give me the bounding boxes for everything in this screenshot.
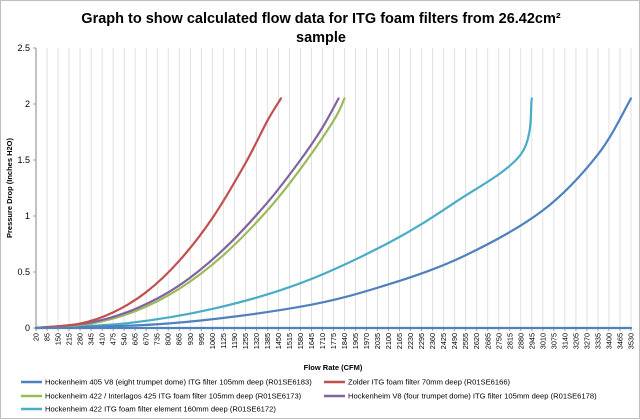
x-tick-label: 930	[186, 333, 195, 345]
x-tick-label: 1450	[274, 333, 283, 349]
chart-title-line-1: Graph to show calculated flow data for I…	[81, 11, 561, 27]
x-tick-label: 2035	[373, 333, 382, 349]
x-tick-label: 2945	[527, 333, 536, 349]
x-tick-label: 85	[43, 333, 52, 341]
y-tick-label: 1.5	[17, 155, 30, 165]
y-tick-label: 0	[25, 323, 30, 333]
gridlines	[35, 48, 632, 328]
x-tick-label: 3335	[593, 333, 602, 349]
legend-label-2: Zolder ITG foam filter 70mm deep (R01SE6…	[348, 378, 511, 387]
x-tick-label: 2880	[516, 333, 525, 349]
legend-label-5: Hockenheim 422 ITG foam filter element 1…	[45, 405, 276, 414]
legend: Hockenheim 405 V8 (eight trumpet dome) I…	[21, 378, 597, 414]
series-line-5	[34, 97, 533, 330]
x-tick-label: 2360	[428, 333, 437, 349]
x-tick-label: 2685	[483, 333, 492, 349]
x-tick-label: 20	[32, 333, 41, 341]
x-tick-label: 1515	[285, 333, 294, 349]
x-tick-label: 2620	[472, 333, 481, 349]
series-line-2	[34, 97, 283, 330]
x-tick-label: 605	[131, 333, 140, 345]
x-tick-label: 1775	[329, 333, 338, 349]
x-tick-label: 345	[87, 333, 96, 345]
series-line-4	[34, 97, 340, 330]
x-tick-label: 3075	[549, 333, 558, 349]
x-tick-label: 3010	[538, 333, 547, 349]
axes	[33, 47, 632, 331]
x-tick-label: 670	[142, 333, 151, 345]
x-tick-label: 1905	[351, 333, 360, 349]
x-tick-label: 3400	[604, 333, 613, 349]
series-lines	[34, 97, 633, 330]
x-tick-label: 1125	[219, 333, 228, 349]
x-tick-label: 2295	[417, 333, 426, 349]
series-line-6	[34, 97, 633, 330]
legend-label-1: Hockenheim 405 V8 (eight trumpet dome) I…	[45, 378, 312, 387]
y-tick-label: 0.5	[17, 267, 30, 277]
x-tick-label: 2425	[439, 333, 448, 349]
x-tick-label: 3140	[560, 333, 569, 349]
x-tick-label: 3205	[571, 333, 580, 349]
x-tick-label: 215	[65, 333, 74, 345]
x-tick-label: 150	[54, 333, 63, 345]
y-tick-label: 2	[25, 99, 30, 109]
x-tick-label: 410	[98, 333, 107, 345]
x-tick-label: 1710	[318, 333, 327, 349]
x-tick-label: 2490	[450, 333, 459, 349]
x-axis-title: Flow Rate (CFM)	[304, 363, 363, 372]
x-tick-label: 1255	[241, 333, 250, 349]
x-tick-label: 1320	[252, 333, 261, 349]
y-axis-title: Pressure Drop (Inches H2O)	[5, 137, 14, 238]
x-tick-label: 3270	[582, 333, 591, 349]
x-tick-label: 800	[164, 333, 173, 345]
y-tick-labels: 0 0.5 1 1.5 2 2.5	[17, 43, 30, 333]
x-tick-label: 1385	[263, 333, 272, 349]
x-tick-label: 2165	[395, 333, 404, 349]
chart-title-line-2: sample	[296, 30, 346, 46]
x-tick-label: 1970	[362, 333, 371, 349]
x-tick-label: 1645	[307, 333, 316, 349]
x-tick-label: 3465	[615, 333, 624, 349]
x-tick-label: 2230	[406, 333, 415, 349]
legend-label-3: Hockenheim 422 / Interlagos 425 ITG foam…	[45, 392, 302, 401]
x-tick-label: 1190	[230, 333, 239, 349]
x-tick-label: 1580	[296, 333, 305, 349]
x-tick-label: 2100	[384, 333, 393, 349]
x-tick-label: 540	[120, 333, 129, 345]
x-tick-label: 2815	[505, 333, 514, 349]
y-tick-label: 2.5	[17, 43, 30, 53]
legend-label-4: Hockenheim V8 (four trumpet dome) ITG fi…	[348, 392, 597, 401]
x-tick-label: 2555	[461, 333, 470, 349]
x-tick-labels: 20 85 150 215 280 345 410 475 540 605 670 735 800 865…	[32, 333, 636, 349]
x-tick-label: 995	[197, 333, 206, 345]
x-tick-label: 1840	[340, 333, 349, 349]
x-tick-label: 1060	[208, 333, 217, 349]
y-tick-label: 1	[25, 211, 30, 221]
series-line-3	[34, 97, 346, 330]
x-tick-label: 280	[76, 333, 85, 345]
x-tick-label: 2750	[494, 333, 503, 349]
x-tick-label: 475	[109, 333, 118, 345]
x-tick-label: 3530	[627, 333, 636, 349]
x-tick-label: 865	[175, 333, 184, 345]
x-tick-label: 735	[153, 333, 162, 345]
